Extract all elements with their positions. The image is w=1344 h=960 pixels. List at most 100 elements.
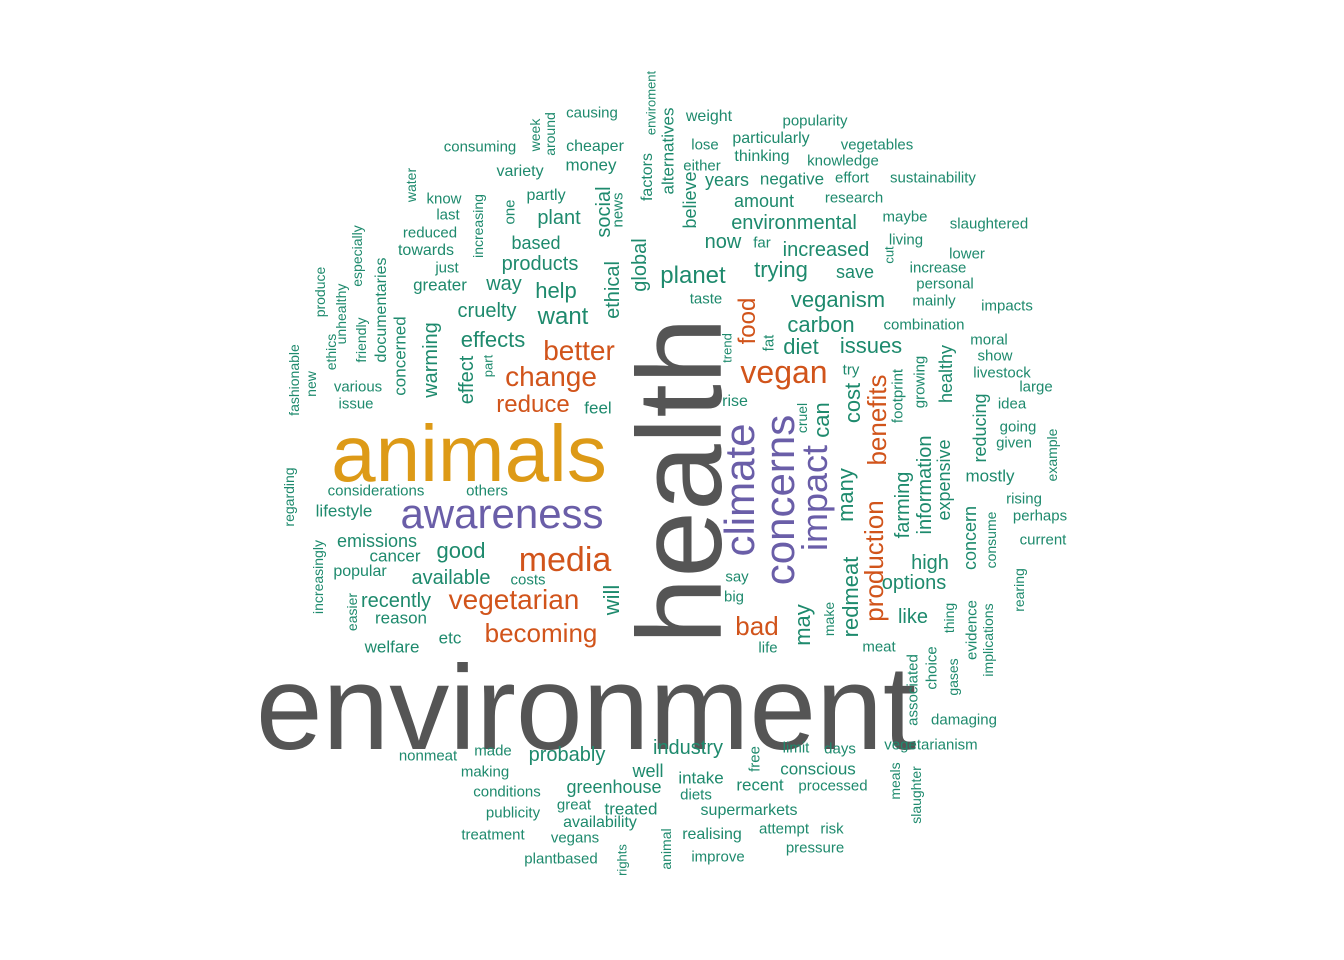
word-expensive: expensive bbox=[934, 439, 954, 521]
word-may: may bbox=[790, 604, 815, 646]
word-recently: recently bbox=[360, 590, 432, 612]
word-make: make bbox=[821, 601, 837, 637]
word-can: can bbox=[809, 402, 834, 438]
word-farming: farming bbox=[892, 471, 914, 539]
word-treated: treated bbox=[604, 799, 658, 819]
word-maybe: maybe bbox=[882, 208, 928, 226]
word-intake: intake bbox=[678, 768, 724, 788]
word-enviroment: enviroment bbox=[643, 70, 659, 136]
word-climate: climate bbox=[716, 423, 763, 557]
word-probably: probably bbox=[528, 744, 606, 766]
word-meals: meals bbox=[887, 762, 903, 800]
word-rights: rights bbox=[614, 844, 630, 876]
word-news: news bbox=[609, 192, 627, 228]
word-negative: negative bbox=[759, 169, 825, 189]
word-popularity: popularity bbox=[782, 112, 848, 130]
word-damaging: damaging bbox=[931, 711, 997, 729]
word-save: save bbox=[835, 262, 875, 282]
word-mostly: mostly bbox=[965, 466, 1015, 486]
word-impact: impact bbox=[794, 444, 835, 552]
word-cruel: cruel bbox=[794, 402, 810, 434]
word-one: one bbox=[501, 199, 519, 225]
word-taste: taste bbox=[689, 290, 723, 308]
word-warming: warming bbox=[420, 322, 442, 398]
word-risk: risk bbox=[820, 820, 844, 838]
word-idea: idea bbox=[997, 395, 1027, 413]
word-plantbased: plantbased bbox=[524, 850, 598, 868]
word-improve: improve bbox=[691, 848, 745, 866]
word-trying: trying bbox=[754, 257, 808, 282]
word-products: products bbox=[501, 253, 579, 275]
word-research: research bbox=[824, 189, 884, 207]
word-nonmeat: nonmeat bbox=[398, 747, 458, 765]
word-supermarkets: supermarkets bbox=[700, 802, 798, 819]
word-amount: amount bbox=[733, 191, 795, 211]
word-lose: lose bbox=[691, 136, 719, 154]
word-industry: industry bbox=[652, 737, 724, 759]
word-attempt: attempt bbox=[758, 820, 810, 838]
word-processed: processed bbox=[798, 777, 868, 795]
word-water: water bbox=[403, 167, 419, 203]
word-regarding: regarding bbox=[281, 467, 297, 527]
word-try: try bbox=[842, 361, 860, 379]
word-say: say bbox=[725, 568, 749, 586]
word-cheaper: cheaper bbox=[566, 138, 624, 155]
word-given: given bbox=[996, 434, 1032, 452]
word-conscious: conscious bbox=[780, 759, 856, 779]
word-pressure: pressure bbox=[785, 839, 845, 857]
word-trend: trend bbox=[719, 333, 735, 363]
word-days: days bbox=[824, 740, 856, 758]
word-particularly: particularly bbox=[732, 130, 810, 147]
word-slaughtered: slaughtered bbox=[949, 215, 1029, 233]
word-increasingly: increasingly bbox=[310, 540, 326, 614]
word-vegan: vegan bbox=[740, 354, 828, 390]
word-based: based bbox=[511, 233, 561, 253]
word-fat: fat bbox=[760, 334, 778, 352]
word-gases: gases bbox=[945, 658, 961, 696]
word-rising: rising bbox=[1006, 490, 1042, 508]
word-available: available bbox=[411, 567, 491, 589]
word-cut: cut bbox=[881, 246, 897, 264]
word-lower: lower bbox=[949, 245, 985, 263]
word-diet: diet bbox=[783, 334, 819, 359]
word-consume: consume bbox=[983, 511, 999, 569]
word-conditions: conditions bbox=[473, 783, 541, 801]
word-global: global bbox=[629, 238, 651, 292]
word-made: made bbox=[474, 742, 512, 760]
word-impacts: impacts bbox=[981, 297, 1033, 315]
word-thinking: thinking bbox=[734, 148, 790, 165]
word-variety: variety bbox=[496, 163, 544, 180]
word-great: great bbox=[556, 796, 592, 814]
word-money: money bbox=[565, 155, 617, 175]
word-good: good bbox=[436, 538, 486, 563]
word-weight: weight bbox=[685, 108, 733, 125]
word-livestock: livestock bbox=[973, 364, 1031, 382]
word-greenhouse: greenhouse bbox=[566, 777, 662, 797]
word-animals: animals bbox=[331, 409, 607, 498]
word-want: want bbox=[537, 303, 589, 330]
word-recent: recent bbox=[736, 775, 784, 795]
word-thing: thing bbox=[941, 602, 957, 634]
word-becoming: becoming bbox=[484, 618, 598, 648]
word-etc: etc bbox=[438, 628, 462, 648]
word-veganism: veganism bbox=[790, 287, 886, 312]
word-combination: combination bbox=[883, 316, 965, 334]
word-knowledge: knowledge bbox=[807, 152, 879, 170]
word-reduce: reduce bbox=[496, 391, 570, 418]
word-costs: costs bbox=[510, 571, 546, 589]
word-popular: popular bbox=[333, 563, 387, 580]
word-produce: produce bbox=[312, 266, 328, 318]
word-rise: rise bbox=[722, 393, 748, 410]
word-greater: greater bbox=[413, 275, 467, 295]
word-food: food bbox=[734, 297, 761, 345]
word-perhaps: perhaps bbox=[1012, 507, 1068, 525]
word-environmental: environmental bbox=[731, 212, 857, 234]
word-choice: choice bbox=[923, 646, 941, 690]
word-options: options bbox=[881, 572, 947, 594]
word-documentaries: documentaries bbox=[373, 257, 390, 363]
word-awareness: awareness bbox=[400, 490, 604, 537]
word-information: information bbox=[914, 435, 936, 535]
word-causing: causing bbox=[566, 104, 618, 122]
word-implications: implications bbox=[980, 603, 996, 677]
